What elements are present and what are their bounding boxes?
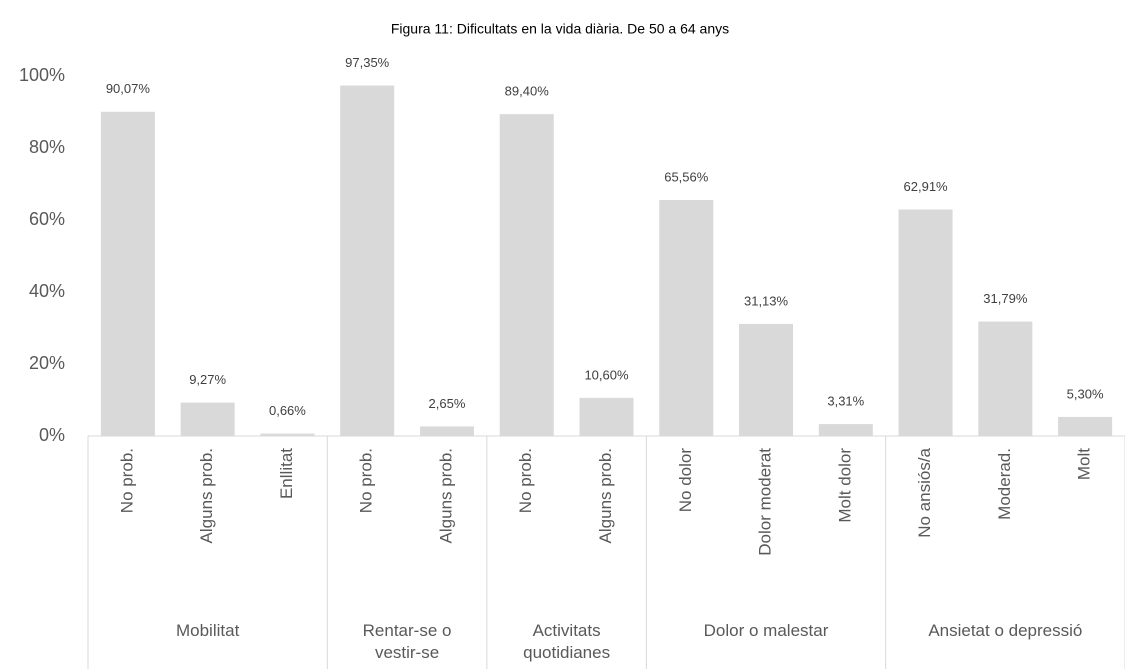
y-tick-label: 80% bbox=[29, 137, 65, 157]
data-label: 3,31% bbox=[827, 394, 864, 409]
y-tick-label: 100% bbox=[19, 65, 65, 85]
y-tick-label: 20% bbox=[29, 353, 65, 373]
group-label-box: Ansietat o depressió bbox=[928, 621, 1083, 640]
group-label: Mobilitat bbox=[175, 621, 240, 640]
y-tick-label: 0% bbox=[39, 425, 65, 445]
data-label: 10,60% bbox=[584, 367, 629, 382]
bar bbox=[260, 433, 315, 436]
group-label-box: Mobilitat bbox=[175, 621, 240, 640]
x-tick-label: Enllitat bbox=[277, 448, 296, 499]
group-label-box: Activitats quotidianes bbox=[523, 621, 611, 662]
group-label-box: Rentar-se o vestir-se bbox=[362, 621, 452, 662]
bar bbox=[499, 114, 554, 436]
bar bbox=[978, 321, 1033, 436]
data-label: 65,56% bbox=[664, 169, 709, 184]
x-tick-label: Molt bbox=[1075, 448, 1094, 480]
data-label: 62,91% bbox=[904, 179, 949, 194]
bar bbox=[898, 209, 953, 436]
x-tick-label: Molt dolor bbox=[835, 448, 854, 523]
x-tick-label: Alguns prob. bbox=[197, 448, 216, 543]
x-tick-label: No dolor bbox=[676, 448, 695, 513]
group-label-box: Dolor o malestar bbox=[703, 621, 829, 640]
bar bbox=[659, 199, 714, 436]
group-label: Activitats quotidianes bbox=[523, 621, 611, 662]
bar bbox=[340, 85, 395, 436]
group-label: Dolor o malestar bbox=[703, 621, 829, 640]
data-label: 5,30% bbox=[1067, 386, 1104, 401]
x-tick-label: Dolor moderat bbox=[756, 448, 775, 556]
y-tick-label: 40% bbox=[29, 281, 65, 301]
data-label: 90,07% bbox=[106, 81, 151, 96]
bar bbox=[739, 323, 794, 436]
data-label: 2,65% bbox=[429, 396, 466, 411]
data-label: 9,27% bbox=[189, 372, 226, 387]
data-label: 89,40% bbox=[505, 84, 550, 99]
bar bbox=[180, 402, 235, 436]
data-label: 31,79% bbox=[983, 291, 1028, 306]
x-tick-label: No prob. bbox=[516, 448, 535, 513]
data-label: 31,13% bbox=[744, 293, 789, 308]
x-tick-label: Alguns prob. bbox=[436, 448, 455, 543]
bar bbox=[579, 397, 634, 436]
x-tick-label: No prob. bbox=[117, 448, 136, 513]
bar bbox=[1058, 416, 1113, 436]
y-tick-label: 60% bbox=[29, 209, 65, 229]
bar bbox=[818, 424, 873, 436]
x-tick-label: No ansiós/a bbox=[915, 447, 934, 537]
group-label: Ansietat o depressió bbox=[928, 621, 1083, 640]
x-tick-label: Alguns prob. bbox=[596, 448, 615, 543]
data-label: 0,66% bbox=[269, 403, 306, 418]
bar bbox=[100, 111, 155, 437]
chart-title: Figura 11: Dificultats en la vida diària… bbox=[391, 21, 729, 37]
x-tick-label: No prob. bbox=[357, 448, 376, 513]
x-tick-label: Moderad. bbox=[995, 448, 1014, 520]
bar bbox=[419, 426, 474, 436]
data-label: 97,35% bbox=[345, 55, 390, 70]
group-label: Rentar-se o vestir-se bbox=[362, 621, 452, 662]
